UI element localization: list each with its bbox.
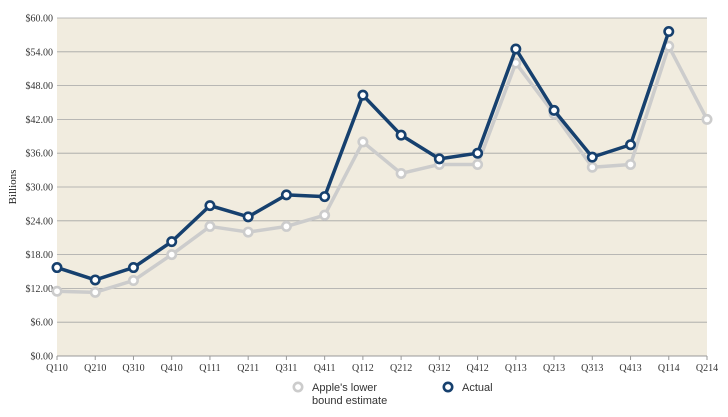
data-point bbox=[127, 262, 139, 274]
data-point bbox=[433, 153, 445, 165]
y-tick-label: $30.00 bbox=[26, 183, 54, 194]
x-tick-label: Q210 bbox=[84, 363, 106, 374]
data-point bbox=[280, 220, 292, 232]
data-point bbox=[663, 26, 675, 38]
series-actual bbox=[51, 26, 675, 286]
data-point bbox=[548, 104, 560, 116]
data-point bbox=[510, 43, 522, 55]
data-point bbox=[701, 113, 713, 125]
data-point bbox=[89, 286, 101, 298]
data-point bbox=[166, 249, 178, 261]
x-tick-label: Q111 bbox=[199, 363, 220, 374]
x-tick-label: Q312 bbox=[428, 363, 450, 374]
data-point bbox=[204, 220, 216, 232]
data-point bbox=[395, 167, 407, 179]
y-axis-title: Billions bbox=[7, 170, 19, 205]
data-point bbox=[51, 285, 63, 297]
legend-marker bbox=[442, 381, 454, 393]
y-tick-label: $48.00 bbox=[26, 81, 54, 92]
x-tick-label: Q411 bbox=[314, 363, 336, 374]
data-point bbox=[166, 236, 178, 248]
x-tick-label: Q412 bbox=[466, 363, 488, 374]
y-tick-label: $24.00 bbox=[26, 216, 54, 227]
data-point bbox=[280, 189, 292, 201]
x-tick-label: Q413 bbox=[619, 363, 641, 374]
data-point bbox=[242, 226, 254, 238]
x-tick-label: Q213 bbox=[543, 363, 565, 374]
gridlines bbox=[57, 17, 707, 357]
y-tick-label: $18.00 bbox=[26, 250, 54, 261]
x-tick-label: Q311 bbox=[275, 363, 297, 374]
x-tick-label: Q114 bbox=[658, 363, 680, 374]
x-axis: Q110 Q210 Q310 Q410 Q111 Q211 Q311 Q411 Q112 Q212… bbox=[46, 355, 718, 374]
x-tick-label: Q212 bbox=[390, 363, 412, 374]
x-tick-label: Q313 bbox=[581, 363, 603, 374]
data-point bbox=[586, 151, 598, 163]
y-tick-label: $36.00 bbox=[26, 149, 54, 160]
y-tick-label: $0.00 bbox=[31, 352, 54, 363]
series-layer bbox=[51, 26, 713, 298]
data-point bbox=[395, 129, 407, 141]
x-tick-label: Q110 bbox=[46, 363, 68, 374]
legend-label: Apple's lower bbox=[312, 382, 377, 394]
y-tick-label: $54.00 bbox=[26, 47, 54, 58]
data-point bbox=[586, 161, 598, 173]
data-point bbox=[357, 136, 369, 148]
x-tick-label: Q410 bbox=[161, 363, 183, 374]
x-tick-label: Q214 bbox=[696, 363, 718, 374]
data-point bbox=[204, 200, 216, 212]
data-point bbox=[51, 262, 63, 274]
legend-item: Actual bbox=[442, 381, 493, 394]
data-point bbox=[242, 211, 254, 223]
x-tick-label: Q112 bbox=[352, 363, 374, 374]
legend-marker bbox=[292, 381, 304, 393]
x-tick-label: Q310 bbox=[122, 363, 144, 374]
y-tick-label: $60.00 bbox=[26, 14, 54, 25]
series-lower-bound-estimate bbox=[51, 40, 713, 298]
data-point bbox=[625, 158, 637, 170]
y-tick-label: $6.00 bbox=[31, 318, 54, 329]
data-point bbox=[319, 209, 331, 221]
data-point bbox=[472, 147, 484, 159]
legend-label: Actual bbox=[462, 382, 493, 394]
data-point bbox=[357, 89, 369, 101]
x-tick-label: Q211 bbox=[237, 363, 259, 374]
data-point bbox=[89, 274, 101, 286]
y-tick-label: $42.00 bbox=[26, 115, 54, 126]
data-point bbox=[625, 139, 637, 151]
y-tick-label: $12.00 bbox=[26, 284, 54, 295]
data-point bbox=[472, 158, 484, 170]
x-tick-label: Q113 bbox=[505, 363, 527, 374]
series-line bbox=[55, 44, 709, 295]
data-point bbox=[127, 275, 139, 287]
y-axis: $0.00 $6.00 $12.00 $18.00 $24.00 $30.00 $36.00… bbox=[26, 14, 54, 363]
data-point bbox=[319, 191, 331, 203]
legend-label: bound estimate bbox=[312, 395, 387, 407]
